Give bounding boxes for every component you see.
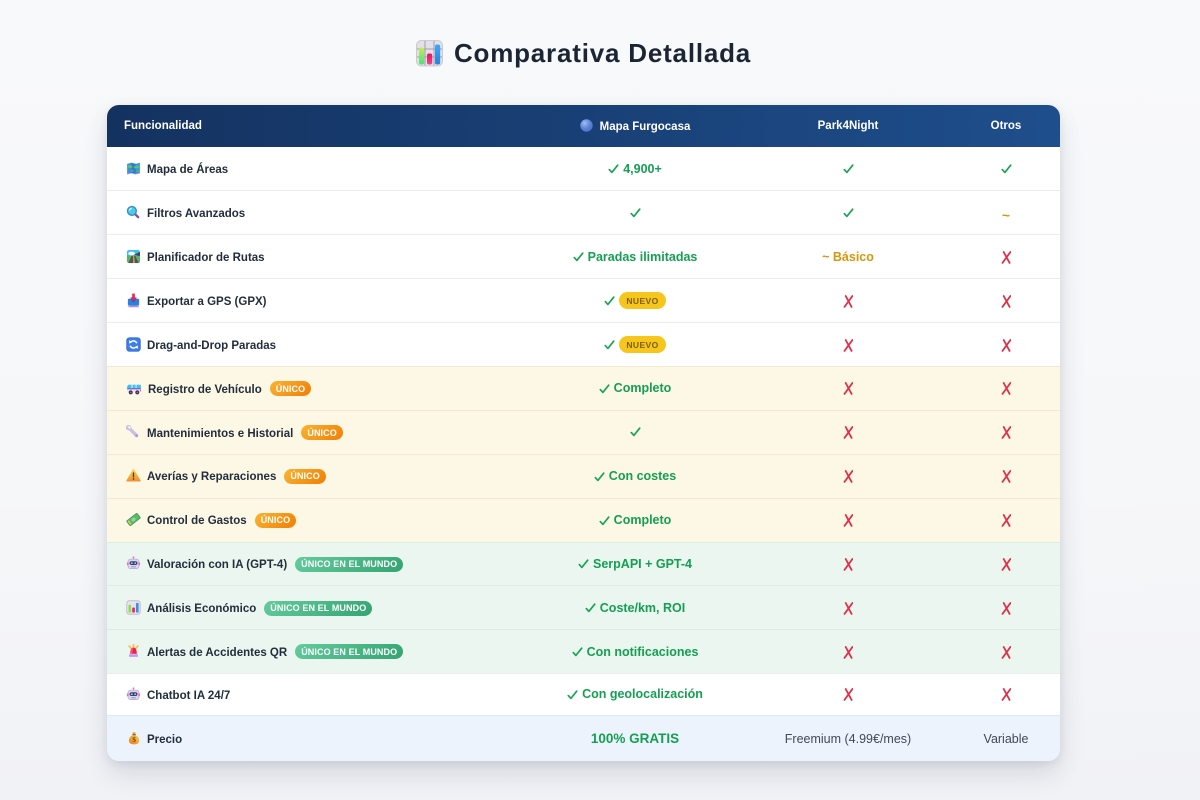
- svg-text:$: $: [132, 735, 136, 744]
